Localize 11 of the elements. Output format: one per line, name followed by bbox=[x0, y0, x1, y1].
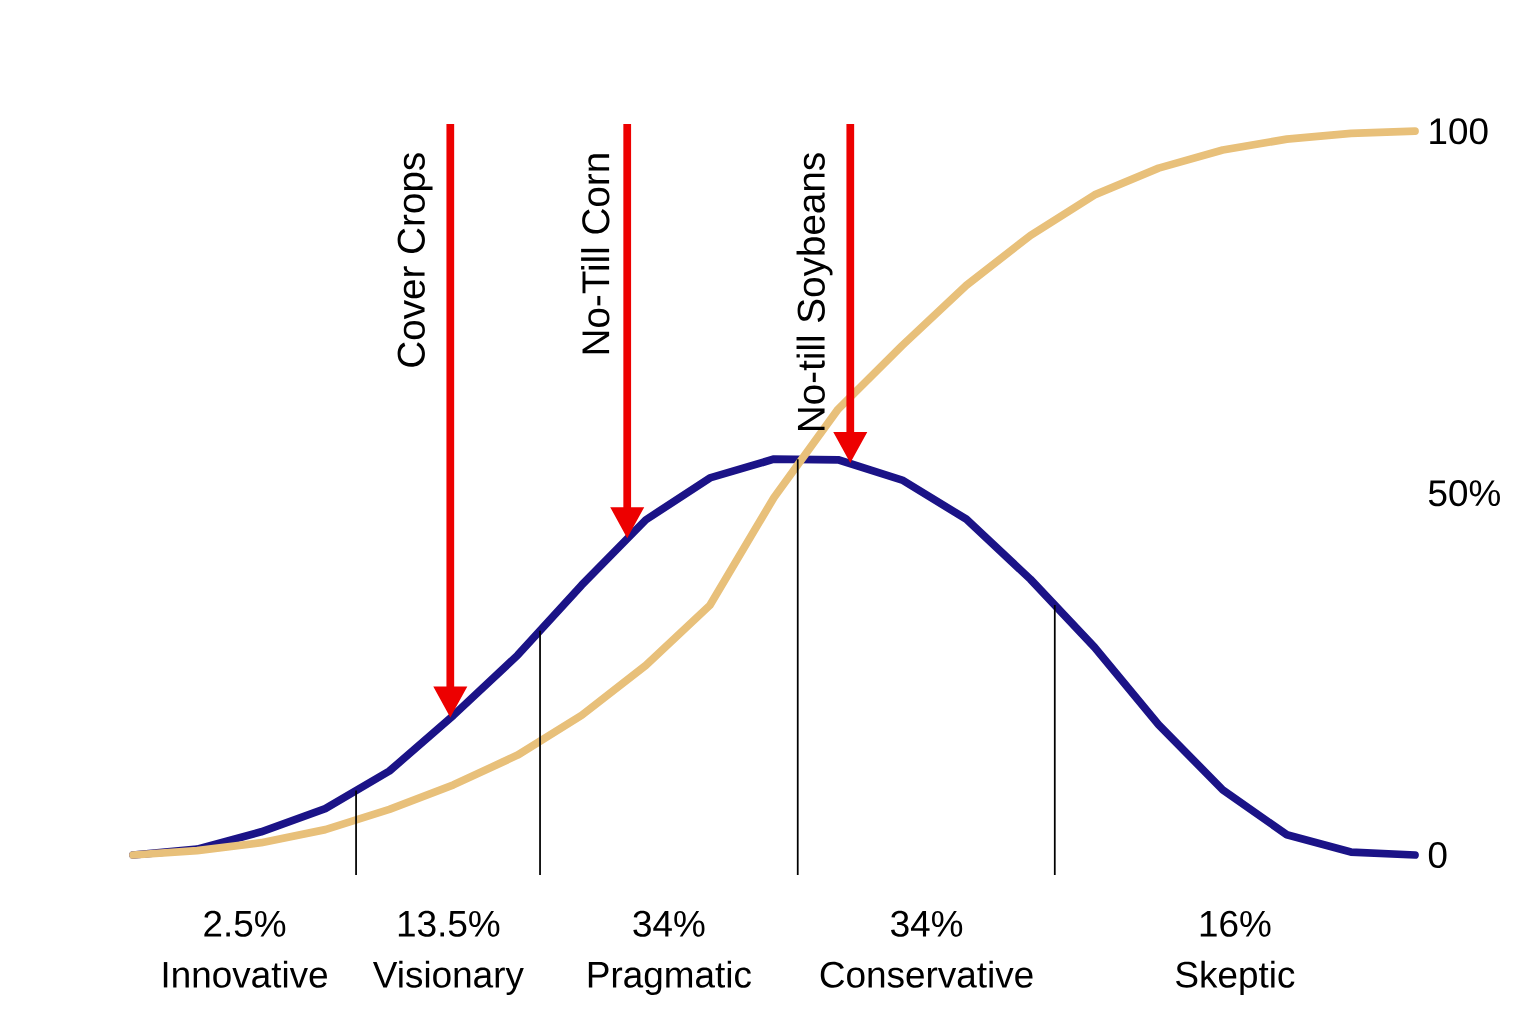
annotation: Cover Crops bbox=[397, 153, 433, 367]
text: 34% Conservative bbox=[820, 910, 1033, 988]
text: 34% Pragmatic bbox=[588, 910, 751, 996]
y-tick-label: 0 bbox=[1428, 841, 1447, 869]
annotation: No-till Soybeans bbox=[796, 153, 833, 431]
text: 13.5% Visionary bbox=[372, 910, 524, 996]
text: 16% Skeptic bbox=[1176, 910, 1295, 996]
y-tick-label: 50% bbox=[1428, 480, 1500, 507]
text: 2.5% Innovative bbox=[163, 910, 327, 988]
y-tick-label: 100 bbox=[1430, 118, 1488, 145]
annotation: No-Till Corn bbox=[581, 154, 610, 354]
